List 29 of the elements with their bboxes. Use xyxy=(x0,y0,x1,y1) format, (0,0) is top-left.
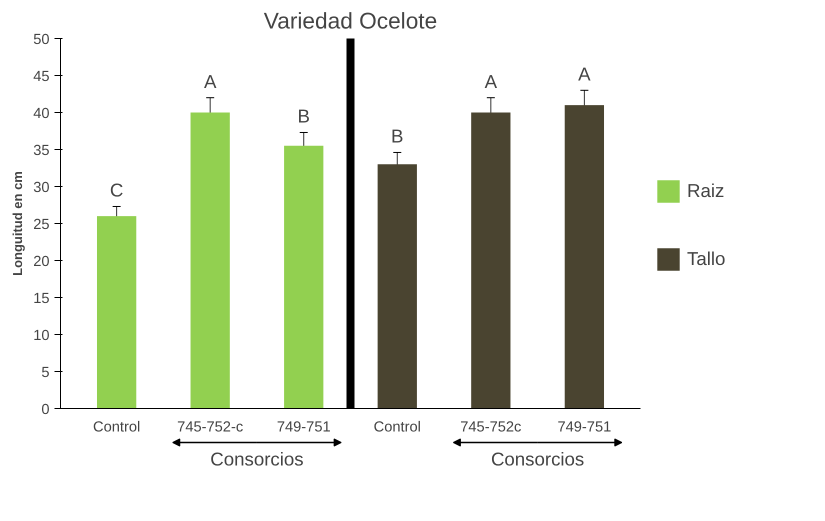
text: Consorcios xyxy=(210,448,304,470)
data-label: A xyxy=(204,70,217,92)
y-tick-label: 0 xyxy=(41,402,50,418)
x-tick-label: 749-751 xyxy=(276,420,331,436)
x-tick-label: 745-752c xyxy=(460,420,522,436)
data-label: B xyxy=(391,126,404,147)
y-axis-title: Longuitud en cm xyxy=(10,171,26,276)
y-tick-label: 20 xyxy=(33,254,50,270)
y-tick-label: 30 xyxy=(33,180,50,196)
x-tick-label: 745-752-c xyxy=(177,420,244,436)
chart-title: Variedad Ocelote xyxy=(264,8,438,34)
y-tick-label: 40 xyxy=(33,106,50,122)
x-tick-label: Control xyxy=(374,420,421,436)
y-tick-label: 50 xyxy=(33,32,50,48)
legend-label: Tallo xyxy=(687,248,726,270)
text: Consorcios xyxy=(490,448,584,470)
legend-label: Raiz xyxy=(687,180,724,202)
y-tick-label: 35 xyxy=(33,143,50,159)
data-label: A xyxy=(578,63,592,84)
y-tick-label: 5 xyxy=(41,365,50,381)
y-tick-label: 10 xyxy=(33,328,50,344)
x-tick-label: 749-751 xyxy=(557,420,612,436)
data-label: A xyxy=(484,70,498,92)
data-label: C xyxy=(110,180,124,201)
y-tick-label: 45 xyxy=(33,69,50,85)
y-tick-label: 15 xyxy=(33,291,50,307)
data-label: B xyxy=(298,106,310,127)
x-tick-label: Control xyxy=(93,420,140,436)
y-tick-label: 25 xyxy=(33,217,50,233)
